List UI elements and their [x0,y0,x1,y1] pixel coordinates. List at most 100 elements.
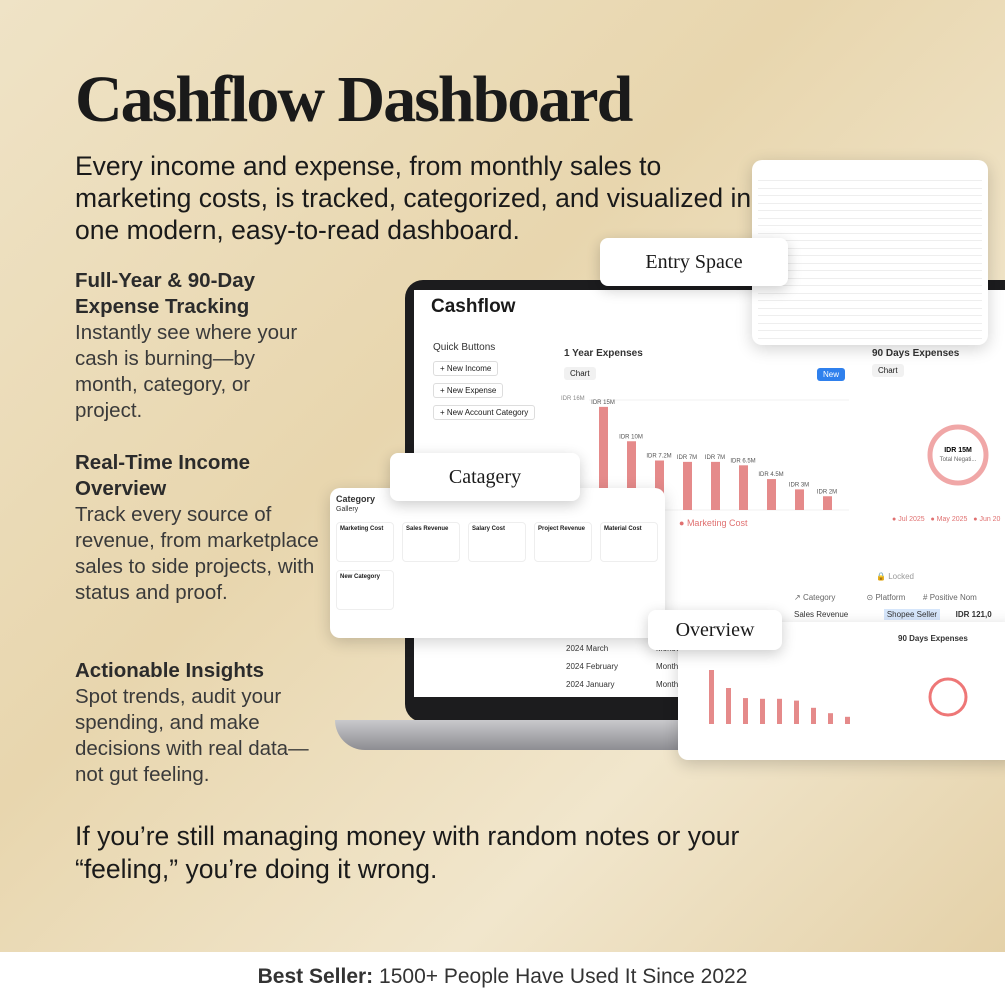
entry-line [758,217,982,219]
entry-line [758,300,982,301]
mini-donut [928,677,968,717]
donut: IDR 15M Total Negati... [927,424,989,486]
feature: Actionable Insights Spot trends, audit yo… [75,658,315,788]
date: 2024 March [566,644,609,653]
value-label: IDR 6.5M [730,458,755,464]
mini-bar [828,713,833,724]
category-card: Sales Revenue [402,522,460,562]
value-label: IDR 15M [591,400,615,406]
mini-chart [709,670,850,724]
table-row: Sales Revenue Shopee Seller IDR 121,0 [794,609,992,620]
callout: Entry Space [600,238,788,286]
entry-line [758,322,982,324]
button[interactable]: + New Expense [433,383,504,398]
feature: Full-Year & 90-Day Expense Tracking Insta… [75,268,320,424]
th: Category [802,593,836,602]
footer: Best Seller: 1500+ People Have Used It S… [0,952,1005,1005]
cell: Sales Revenue [794,610,849,619]
entry-line [758,202,982,204]
donut-ring [928,677,968,717]
entry-line [758,195,982,196]
panel-title: Category [336,494,376,504]
chart-title: 90 Days Expenses [872,348,960,359]
entry-line [758,277,982,279]
entry-line [758,285,982,286]
closing: If you’re still managing money with rand… [75,821,740,884]
title: Cashflow Dashboard [75,63,633,136]
bar [683,461,692,510]
date: 2024 January [566,680,615,689]
y-tick-label: IDR 16M [561,396,585,402]
entry-line [758,180,982,181]
bar [739,465,748,510]
legend: ● Jul 2025 ● May 2025 ● Jun 20 [892,516,1001,523]
entry-line [758,330,982,331]
entry-line [758,292,982,294]
feature-body: Track every source of revenue, from mark… [75,503,319,604]
callout: Overview [648,610,782,650]
bar [823,496,832,510]
value-label: IDR 7.2M [646,454,671,460]
mini-bar [794,700,799,724]
value-label: IDR 10M [619,434,643,440]
entry-line [758,232,982,234]
value-label: IDR 7M [705,455,725,461]
category-card: Marketing Cost [336,522,394,562]
button-label: New Expense [446,386,497,395]
category-card: Salary Cost [468,522,526,562]
mini-bar [760,698,765,724]
type: Monthly [656,680,685,689]
date: 2024 February [566,662,619,671]
category-card: Material Cost [600,522,658,562]
mini-bar [709,670,714,724]
bar [627,441,636,510]
callout: Catagery [390,453,580,501]
view-tab[interactable]: Gallery [336,506,359,513]
mini-bar [777,698,782,724]
locked: 🔒 Locked [876,572,914,581]
new-button[interactable]: New [817,368,846,381]
type: Monthly [656,662,685,671]
table-header: ↗ Category ⊙ Platform # Positive Nom [794,593,977,602]
entry-line [758,337,982,339]
bar [599,406,608,510]
donut-ring [927,424,989,486]
th: Platform [875,593,906,602]
table-row: 2024 January Monthly [566,680,706,698]
feature-heading: Real-Time Income Overview [75,451,251,500]
chart-title: 90 Days Expenses [898,634,968,643]
feature: Real-Time Income Overview Track every sou… [75,450,320,606]
mini-bar [845,716,850,724]
mini-bar [726,688,731,724]
button[interactable]: + New Income [433,361,499,376]
button-label: New Account Category [446,408,529,417]
entry-line [758,210,982,211]
entry-line [758,270,982,271]
legend-label: Jun 20 [979,516,1001,523]
bar [795,489,804,510]
button[interactable]: + New Account Category [433,405,536,420]
entry-panel [752,160,988,345]
value-label: IDR 7M [677,455,697,461]
bar [767,479,776,510]
entry-line [758,255,982,256]
value-label: IDR 4.5M [758,472,783,478]
bar [655,460,664,510]
entry-line [758,247,982,249]
donut-label: Total Negati... [940,457,977,463]
value-label: IDR 3M [789,482,809,488]
feature-body: Instantly see where your cash is burning… [75,321,298,422]
legend: ● Marketing Cost [679,518,748,528]
feature-heading: Actionable Insights [75,659,265,682]
feature-body: Spot trends, audit your spending, and ma… [75,685,309,786]
locked-label: Locked [888,572,914,581]
entry-line [758,225,982,226]
view-tab[interactable]: Chart [872,364,904,377]
donut-value: IDR 15M [944,447,972,454]
category-card: Project Revenue [534,522,592,562]
mini-bar [743,698,748,724]
bar [711,461,720,510]
view-tab[interactable]: Chart [564,367,596,380]
subtitle: Every income and expense, from monthly s… [75,151,752,245]
